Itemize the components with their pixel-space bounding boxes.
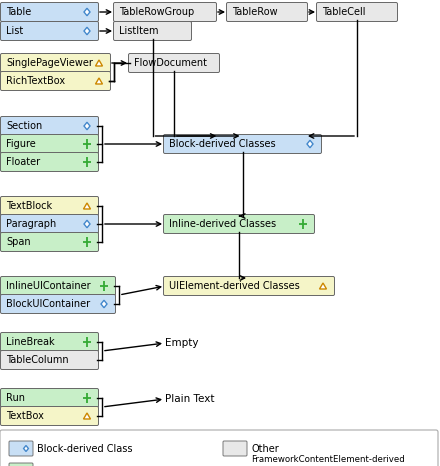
- FancyBboxPatch shape: [0, 2, 99, 21]
- Text: List: List: [6, 26, 23, 36]
- Text: SinglePageViewer: SinglePageViewer: [6, 58, 93, 68]
- FancyBboxPatch shape: [0, 116, 99, 136]
- Text: RichTextBox: RichTextBox: [6, 76, 65, 86]
- Polygon shape: [84, 413, 91, 419]
- Text: Figure: Figure: [6, 139, 36, 149]
- Text: TextBlock: TextBlock: [6, 201, 52, 211]
- Text: FlowDocument: FlowDocument: [134, 58, 207, 68]
- Text: TableColumn: TableColumn: [6, 355, 69, 365]
- FancyBboxPatch shape: [0, 71, 110, 90]
- Text: Block-derived Class: Block-derived Class: [37, 444, 132, 453]
- FancyBboxPatch shape: [9, 441, 33, 456]
- FancyBboxPatch shape: [0, 350, 99, 370]
- FancyBboxPatch shape: [114, 2, 216, 21]
- Text: Table: Table: [6, 7, 31, 17]
- FancyBboxPatch shape: [0, 214, 99, 233]
- FancyBboxPatch shape: [0, 406, 99, 425]
- Polygon shape: [307, 140, 313, 148]
- Text: FrameworkContentElement-derived: FrameworkContentElement-derived: [251, 455, 405, 464]
- Text: UIElement-derived Classes: UIElement-derived Classes: [169, 281, 300, 291]
- Text: TableRow: TableRow: [232, 7, 278, 17]
- Text: Run: Run: [6, 393, 25, 403]
- Text: Paragraph: Paragraph: [6, 219, 56, 229]
- FancyBboxPatch shape: [0, 54, 110, 73]
- Text: BlockUIContainer: BlockUIContainer: [6, 299, 90, 309]
- FancyBboxPatch shape: [0, 233, 99, 252]
- Polygon shape: [84, 27, 90, 35]
- FancyBboxPatch shape: [114, 21, 191, 41]
- Polygon shape: [84, 220, 90, 228]
- Polygon shape: [101, 300, 107, 308]
- FancyBboxPatch shape: [164, 276, 334, 295]
- FancyBboxPatch shape: [0, 135, 99, 153]
- Text: Span: Span: [6, 237, 31, 247]
- Polygon shape: [84, 8, 90, 16]
- FancyBboxPatch shape: [128, 54, 220, 73]
- Polygon shape: [84, 203, 91, 209]
- Text: Section: Section: [6, 121, 42, 131]
- Text: Inline-derived Classes: Inline-derived Classes: [169, 219, 276, 229]
- Text: InlineUIContainer: InlineUIContainer: [6, 281, 91, 291]
- FancyBboxPatch shape: [0, 295, 115, 314]
- Text: LineBreak: LineBreak: [6, 337, 55, 347]
- FancyBboxPatch shape: [164, 214, 315, 233]
- Polygon shape: [95, 78, 103, 84]
- FancyBboxPatch shape: [223, 441, 247, 456]
- FancyBboxPatch shape: [164, 135, 322, 153]
- FancyBboxPatch shape: [0, 430, 438, 466]
- FancyBboxPatch shape: [0, 197, 99, 215]
- FancyBboxPatch shape: [0, 333, 99, 351]
- Text: ListItem: ListItem: [119, 26, 158, 36]
- FancyBboxPatch shape: [9, 463, 33, 466]
- FancyBboxPatch shape: [0, 389, 99, 407]
- Text: Block-derived Classes: Block-derived Classes: [169, 139, 275, 149]
- Text: TableRowGroup: TableRowGroup: [119, 7, 194, 17]
- Text: Other: Other: [251, 444, 279, 453]
- Text: Empty: Empty: [165, 338, 198, 348]
- Text: TextBox: TextBox: [6, 411, 44, 421]
- FancyBboxPatch shape: [227, 2, 308, 21]
- Text: TableCell: TableCell: [322, 7, 366, 17]
- Polygon shape: [319, 283, 326, 289]
- FancyBboxPatch shape: [0, 276, 115, 295]
- FancyBboxPatch shape: [0, 152, 99, 171]
- Polygon shape: [84, 122, 90, 130]
- Polygon shape: [95, 60, 103, 66]
- FancyBboxPatch shape: [316, 2, 397, 21]
- Polygon shape: [24, 445, 29, 452]
- FancyBboxPatch shape: [0, 21, 99, 41]
- Text: Plain Text: Plain Text: [165, 394, 215, 404]
- Text: Floater: Floater: [6, 157, 40, 167]
